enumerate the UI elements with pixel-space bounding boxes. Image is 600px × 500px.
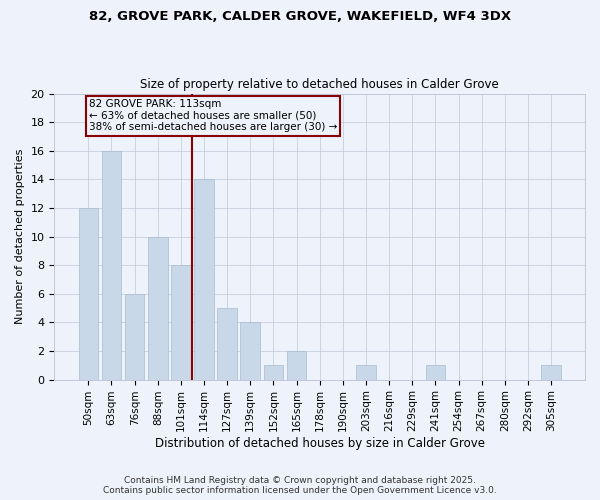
Title: Size of property relative to detached houses in Calder Grove: Size of property relative to detached ho… (140, 78, 499, 91)
Bar (241, 322, 260, 380)
Bar (148, 236, 167, 380)
Bar (287, 351, 307, 380)
Bar (541, 366, 561, 380)
Bar (425, 366, 445, 380)
Bar (125, 294, 145, 380)
Bar (263, 366, 283, 380)
Y-axis label: Number of detached properties: Number of detached properties (15, 149, 25, 324)
Text: 82, GROVE PARK, CALDER GROVE, WAKEFIELD, WF4 3DX: 82, GROVE PARK, CALDER GROVE, WAKEFIELD,… (89, 10, 511, 23)
Text: 82 GROVE PARK: 113sqm
← 63% of detached houses are smaller (50)
38% of semi-deta: 82 GROVE PARK: 113sqm ← 63% of detached … (89, 100, 337, 132)
Bar (79, 208, 98, 380)
Text: Contains HM Land Registry data © Crown copyright and database right 2025.
Contai: Contains HM Land Registry data © Crown c… (103, 476, 497, 495)
Bar (101, 151, 121, 380)
Bar (356, 366, 376, 380)
X-axis label: Distribution of detached houses by size in Calder Grove: Distribution of detached houses by size … (155, 437, 485, 450)
Bar (217, 308, 237, 380)
Bar (194, 180, 214, 380)
Bar (171, 265, 191, 380)
